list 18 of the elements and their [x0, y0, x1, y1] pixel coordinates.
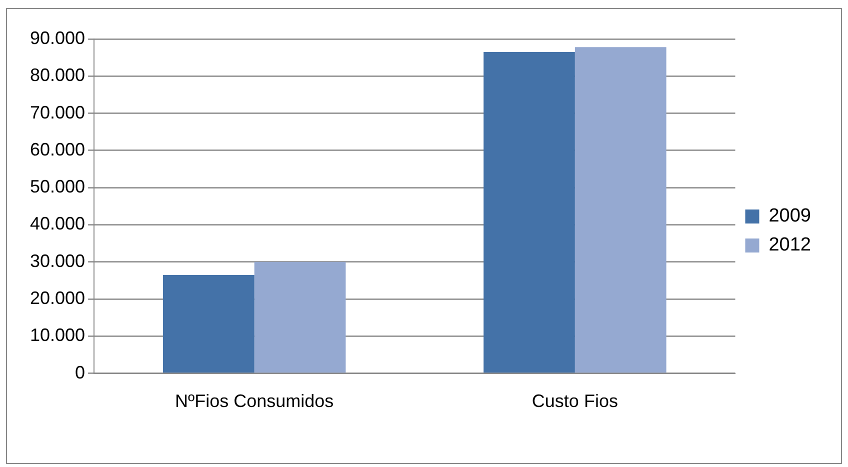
bar [162, 274, 254, 373]
x-tick-label: NºFios Consumidos [175, 391, 334, 412]
y-tick-label: 50.000 [30, 176, 86, 197]
y-tick-label: 80.000 [30, 65, 86, 86]
bar [254, 262, 346, 373]
x-tick-label: Custo Fios [532, 391, 618, 412]
y-tick-label: 30.000 [30, 250, 86, 271]
legend-label: 2012 [768, 234, 812, 256]
y-tick-label: 70.000 [30, 102, 86, 122]
y-tick-label: 10.000 [30, 325, 86, 346]
y-tick-label: 20.000 [30, 288, 86, 308]
bar [484, 52, 575, 373]
y-tick-label: 0 [75, 362, 86, 382]
y-tick-label: 90.000 [30, 28, 86, 48]
bar [574, 47, 666, 373]
y-tick-label: 60.000 [30, 139, 86, 160]
y-tick-label: 40.000 [30, 214, 86, 234]
legend-label: 2009 [768, 206, 812, 227]
